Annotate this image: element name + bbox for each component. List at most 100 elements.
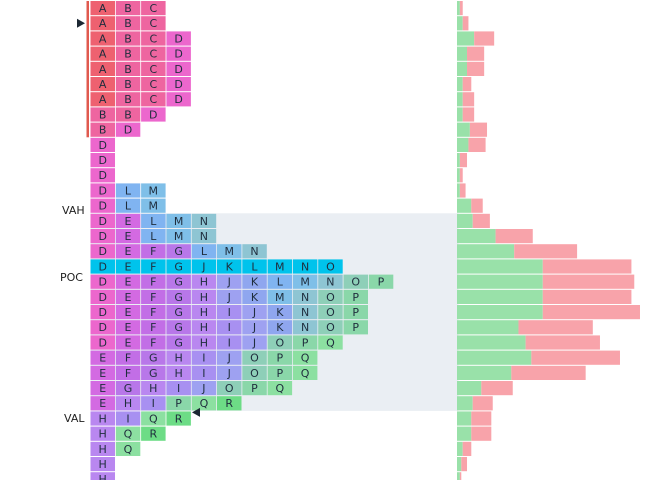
tpo-cell xyxy=(242,320,267,335)
tpo-letter: D xyxy=(174,32,182,45)
volume-bar-green xyxy=(457,61,468,76)
tpo-cell xyxy=(166,335,191,350)
tpo-cell xyxy=(217,365,242,380)
volume-bar-green xyxy=(457,305,543,320)
volume-bar-green xyxy=(457,183,460,198)
tpo-cell xyxy=(90,77,115,92)
tpo-letter: F xyxy=(125,352,131,365)
tpo-cell xyxy=(90,320,115,335)
tpo-letter: B xyxy=(99,124,107,137)
tpo-letter: B xyxy=(124,78,132,91)
volume-bar-green xyxy=(457,426,472,441)
volume-bar-green xyxy=(457,168,460,183)
volume-bar-pink xyxy=(472,213,490,228)
volume-bar-green xyxy=(457,274,543,289)
tpo-letter: N xyxy=(200,230,208,243)
tpo-letter: H xyxy=(200,276,208,289)
tpo-letter: D xyxy=(149,108,157,121)
tpo-cell xyxy=(267,305,293,320)
tpo-letter: F xyxy=(150,336,156,349)
tpo-cell xyxy=(90,305,115,320)
tpo-cell xyxy=(90,183,115,198)
tpo-cell xyxy=(90,441,115,456)
volume-bar-pink xyxy=(462,441,472,456)
tpo-cell xyxy=(343,320,368,335)
tpo-cell xyxy=(242,365,267,380)
tpo-cell xyxy=(141,259,166,274)
tpo-letter: J xyxy=(201,382,205,395)
tpo-letter: D xyxy=(98,230,106,243)
tpo-letter: Q xyxy=(326,336,335,349)
tpo-cell xyxy=(141,61,166,76)
tpo-cell xyxy=(166,213,191,228)
tpo-cell xyxy=(115,1,141,16)
tpo-letter: H xyxy=(200,306,208,319)
tpo-letter: A xyxy=(99,32,107,45)
tpo-cell xyxy=(217,396,242,411)
tpo-letter: D xyxy=(174,48,182,61)
tpo-letter: O xyxy=(326,321,335,334)
tpo-cell xyxy=(141,305,166,320)
tpo-letter: B xyxy=(124,93,132,106)
tpo-letter: R xyxy=(149,428,157,441)
tpo-letter: I xyxy=(177,382,180,395)
tpo-cell xyxy=(343,305,368,320)
tpo-cell xyxy=(191,396,217,411)
volume-bar-pink xyxy=(495,229,533,244)
tpo-letter: K xyxy=(251,276,259,289)
tpo-letter: E xyxy=(125,306,132,319)
tpo-cell xyxy=(191,381,217,396)
tpo-letter: G xyxy=(124,382,133,395)
tpo-letter: E xyxy=(99,397,106,410)
tpo-letter: P xyxy=(251,382,258,395)
tpo-letter: B xyxy=(124,108,132,121)
tpo-letter: H xyxy=(200,321,208,334)
tpo-cell xyxy=(115,441,141,456)
volume-bar-pink xyxy=(467,61,485,76)
tpo-cell xyxy=(217,305,242,320)
tpo-cell xyxy=(318,305,343,320)
volume-bar-pink xyxy=(471,426,492,441)
volume-bar-green xyxy=(457,16,463,31)
tpo-letter: D xyxy=(98,200,106,213)
tpo-cell xyxy=(90,168,115,183)
tpo-letter: P xyxy=(352,306,359,319)
tpo-cell xyxy=(115,411,141,426)
tpo-letter: I xyxy=(202,367,205,380)
tpo-cell xyxy=(115,198,141,213)
tpo-letter: A xyxy=(99,93,107,106)
tpo-cell xyxy=(191,274,217,289)
tpo-cell xyxy=(141,229,166,244)
tpo-cell xyxy=(166,411,191,426)
tpo-letter: E xyxy=(125,230,132,243)
tpo-letter: D xyxy=(98,291,106,304)
volume-bar-pink xyxy=(459,1,463,16)
tpo-cell xyxy=(90,198,115,213)
tpo-letter: G xyxy=(174,245,183,258)
tpo-letter: J xyxy=(252,336,256,349)
tpo-letter: P xyxy=(276,352,283,365)
tpo-cell xyxy=(141,381,166,396)
tpo-letter: L xyxy=(150,230,157,243)
tpo-cell xyxy=(267,365,293,380)
tpo-letter: B xyxy=(124,17,132,30)
tpo-cell xyxy=(90,381,115,396)
volume-bar-pink xyxy=(471,411,492,426)
tpo-letter: C xyxy=(149,17,157,30)
tpo-cell xyxy=(90,213,115,228)
tpo-cell xyxy=(191,305,217,320)
tpo-cell xyxy=(267,335,293,350)
tpo-letter: N xyxy=(301,306,309,319)
tpo-letter: D xyxy=(98,336,106,349)
volume-bar-pink xyxy=(525,335,600,350)
tpo-letter: F xyxy=(150,260,156,273)
tpo-cell xyxy=(217,335,242,350)
volume-bar-pink xyxy=(459,153,468,168)
volume-bar-pink xyxy=(462,77,472,92)
tpo-letter: J xyxy=(252,321,256,334)
tpo-letter: O xyxy=(225,382,234,395)
tpo-cell xyxy=(115,305,141,320)
tpo-cell xyxy=(191,289,217,304)
volume-bar-green xyxy=(457,229,496,244)
volume-bar-green xyxy=(457,31,475,46)
